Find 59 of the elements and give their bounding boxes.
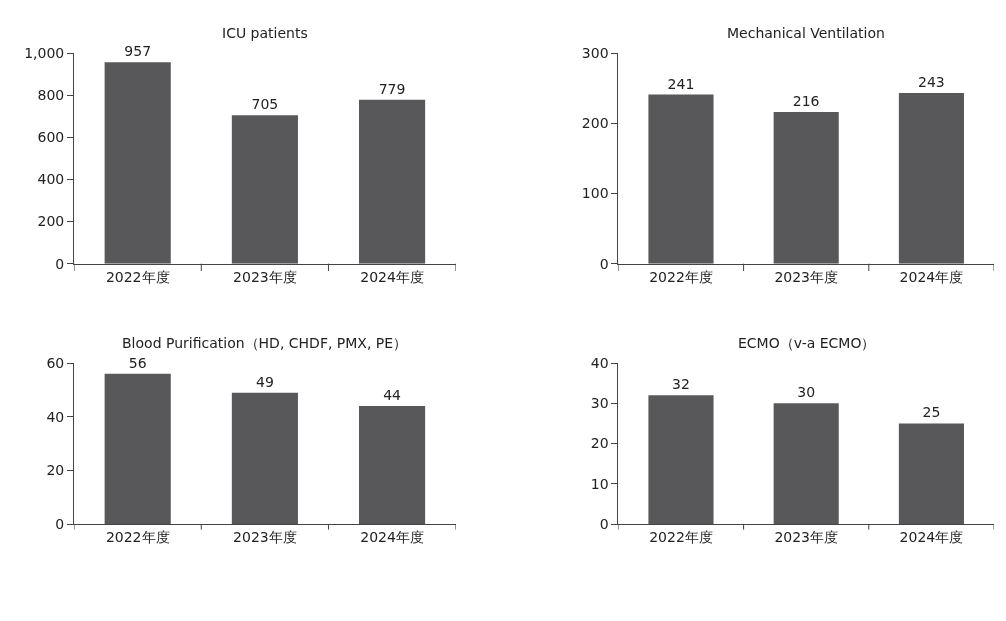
y-tick-label: 400 xyxy=(37,171,65,188)
y-tick-label: 0 xyxy=(55,515,65,532)
x-tick-label: 2023年度 xyxy=(233,268,297,285)
chart-title: ICU patients xyxy=(222,25,308,41)
bar xyxy=(104,373,171,525)
data-label: 25 xyxy=(922,404,941,421)
bar xyxy=(359,99,426,264)
x-tick-label: 2023年度 xyxy=(774,268,839,285)
bar xyxy=(359,406,426,525)
y-tick-label: 60 xyxy=(46,355,65,372)
y-tick-label: 1,000 xyxy=(24,45,65,61)
data-label: 44 xyxy=(383,387,402,404)
y-tick-label: 0 xyxy=(599,255,609,272)
chart-title: Mechanical Ventilation xyxy=(727,25,885,41)
x-tick-label: 2024年度 xyxy=(360,528,424,545)
y-tick-label: 0 xyxy=(55,255,65,272)
bar xyxy=(773,403,839,525)
data-label: 241 xyxy=(667,75,695,92)
data-label: 49 xyxy=(255,373,274,390)
x-tick-label: 2024年度 xyxy=(360,268,424,285)
data-label: 56 xyxy=(128,354,147,371)
x-tick-label: 2022年度 xyxy=(105,268,170,285)
chart-title: Blood Purification（HD, CHDF, PMX, PE） xyxy=(122,335,408,351)
x-tick-label: 2022年度 xyxy=(649,528,713,545)
chart-title: ECMO（v-a ECMO） xyxy=(738,335,876,351)
x-tick-label: 2024年度 xyxy=(899,528,964,545)
x-tick-label: 2022年度 xyxy=(649,268,713,285)
y-tick-label: 40 xyxy=(46,408,65,425)
data-label: 705 xyxy=(251,96,279,113)
bar xyxy=(773,112,839,264)
y-tick-label: 200 xyxy=(37,213,65,230)
data-label: 779 xyxy=(378,80,406,97)
y-tick-label: 10 xyxy=(590,475,609,492)
bar xyxy=(648,395,714,525)
bar xyxy=(231,115,298,264)
data-label: 32 xyxy=(672,376,690,393)
x-tick-label: 2022年度 xyxy=(105,528,170,545)
y-tick-label: 200 xyxy=(581,115,609,132)
y-tick-label: 800 xyxy=(37,87,65,104)
x-tick-label: 2023年度 xyxy=(774,528,839,545)
bar xyxy=(648,94,714,264)
y-tick-label: 100 xyxy=(581,185,609,202)
x-tick-label: 2024年度 xyxy=(899,268,964,285)
y-tick-label: 0 xyxy=(599,515,609,532)
data-label: 243 xyxy=(918,74,945,91)
y-tick-label: 600 xyxy=(37,129,65,146)
y-tick-label: 30 xyxy=(590,395,609,412)
y-tick-label: 20 xyxy=(590,435,609,452)
y-tick-label: 300 xyxy=(581,45,609,61)
bar xyxy=(231,392,298,525)
data-label: 30 xyxy=(797,384,816,401)
data-label: 216 xyxy=(792,93,820,110)
bar xyxy=(898,93,964,264)
bar xyxy=(104,62,171,264)
y-tick-label: 20 xyxy=(46,462,65,479)
bar xyxy=(898,423,964,525)
y-tick-label: 40 xyxy=(590,355,609,372)
data-label: 957 xyxy=(124,43,152,60)
x-tick-label: 2023年度 xyxy=(233,528,297,545)
